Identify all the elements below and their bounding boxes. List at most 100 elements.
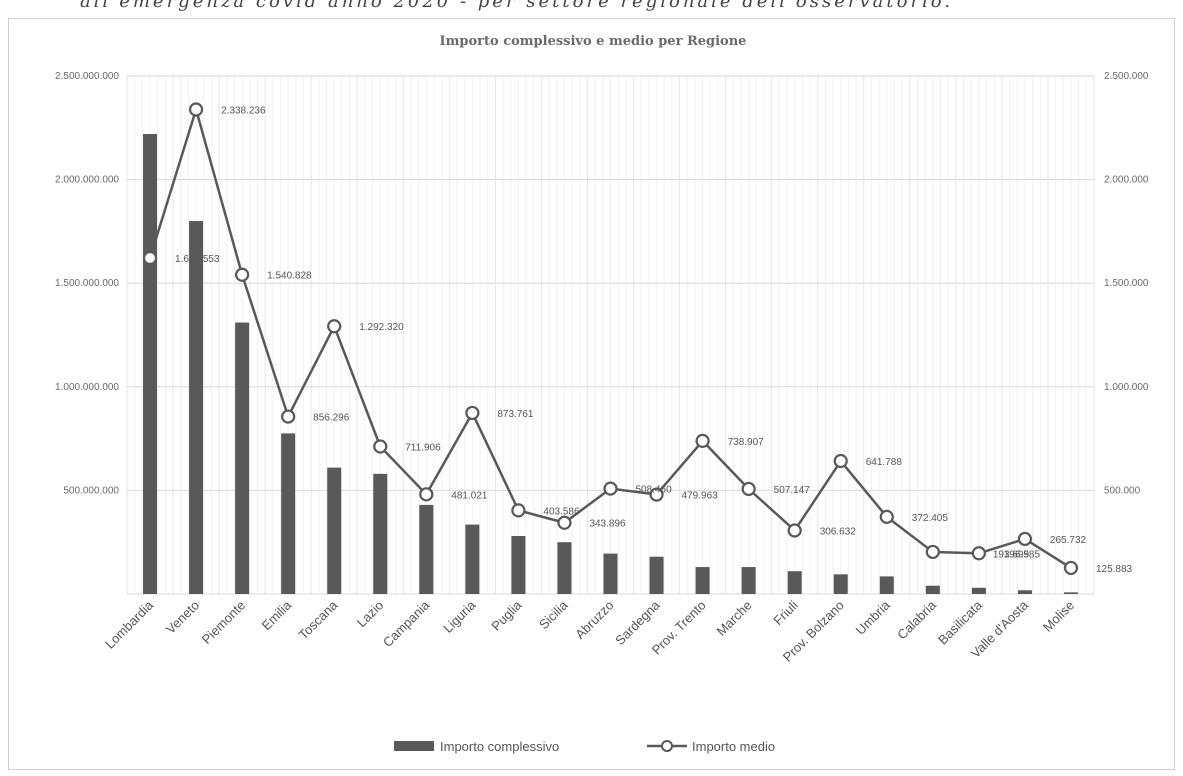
line-point xyxy=(925,544,940,560)
line-point xyxy=(1017,531,1033,547)
category-label: Calabria xyxy=(894,597,939,642)
line-point xyxy=(419,487,434,502)
right-axis-tick-label: 2.500.000 xyxy=(1104,71,1149,82)
line-point xyxy=(465,405,480,421)
bar xyxy=(833,574,848,594)
bar xyxy=(419,504,434,594)
legend-label-importo-medio: Importo medio xyxy=(692,739,775,754)
bar xyxy=(1017,590,1032,594)
data-label: 343.896 xyxy=(589,519,626,530)
data-label: 2.338.236 xyxy=(221,106,266,117)
chart-frame: Importo complessivo e medio per Regione … xyxy=(8,18,1175,770)
category-label: Veneto xyxy=(163,598,202,637)
data-label: 508.460 xyxy=(636,485,673,496)
bar xyxy=(1063,592,1078,594)
bar xyxy=(235,322,250,594)
data-label: 873.761 xyxy=(497,409,534,420)
bar xyxy=(373,473,388,594)
data-label: 372.405 xyxy=(912,513,949,524)
bar xyxy=(649,556,664,594)
line-point xyxy=(281,409,296,424)
data-label: 711.906 xyxy=(405,442,441,453)
data-label: 641.788 xyxy=(866,457,903,468)
bar xyxy=(143,134,158,594)
data-label: 196.585 xyxy=(1004,549,1041,560)
data-label: 1.621.553 xyxy=(175,254,220,265)
category-label: Lazio xyxy=(354,598,387,631)
category-label: Marche xyxy=(713,598,754,639)
bar xyxy=(465,524,480,594)
bar xyxy=(971,587,986,594)
bar xyxy=(327,467,342,594)
chart-title: Importo complessivo e medio per Regione xyxy=(440,34,747,49)
category-label: Emilia xyxy=(259,597,295,633)
line-point xyxy=(787,523,802,538)
legend-marker xyxy=(661,740,673,752)
category-label: Sicilia xyxy=(536,597,571,632)
line-point xyxy=(1063,560,1079,576)
line-point xyxy=(603,481,618,496)
right-axis-tick-label: 1.500.000 xyxy=(1104,278,1149,289)
grid xyxy=(126,75,1095,595)
line-point xyxy=(511,503,526,518)
line-point xyxy=(833,453,848,469)
bar xyxy=(281,433,296,594)
line-point xyxy=(879,509,894,524)
line-point xyxy=(327,319,342,334)
data-label: 193.699 xyxy=(993,549,1030,560)
category-label: Lombardia xyxy=(102,597,157,652)
line-point xyxy=(373,439,388,454)
legend: Importo complessivo Importo medio xyxy=(394,739,775,754)
category-label: Abruzzo xyxy=(572,598,616,642)
bar xyxy=(557,542,572,594)
bar xyxy=(603,553,618,594)
right-axis-tick-label: 500.000 xyxy=(1104,485,1141,496)
bar xyxy=(879,576,894,594)
line-point xyxy=(649,487,664,502)
category-label: Molise xyxy=(1040,598,1077,635)
line-point xyxy=(695,433,710,448)
bar xyxy=(511,535,526,594)
data-label: 507.147 xyxy=(774,485,811,496)
clipped-caption-strip: all'emergenza covid anno 2020 - per sett… xyxy=(0,0,1183,14)
data-label: 738.907 xyxy=(728,437,765,448)
line-point xyxy=(971,546,986,561)
line-point xyxy=(188,102,204,117)
data-label: 265.732 xyxy=(1050,535,1087,546)
clipped-caption-text: all'emergenza covid anno 2020 - per sett… xyxy=(80,0,954,12)
left-axis-tick-label: 1.500.000.000 xyxy=(55,278,119,289)
data-label: 479.963 xyxy=(682,491,719,502)
bar xyxy=(189,221,204,595)
data-label: 403.586 xyxy=(543,506,580,517)
left-axis-tick-label: 2.000.000.000 xyxy=(55,175,119,186)
legend-label-importo-complessivo: Importo complessivo xyxy=(440,739,559,754)
left-axis-tick-label: 1.000.000.000 xyxy=(55,382,119,393)
data-label: 481.021 xyxy=(451,490,488,501)
data-label: 856.296 xyxy=(313,413,350,424)
bar xyxy=(741,567,756,594)
category-label: Puglia xyxy=(488,597,525,634)
data-label: 1.292.320 xyxy=(359,322,404,333)
combo-chart: Importo complessivo e medio per Regione … xyxy=(55,34,1149,754)
category-label: Campania xyxy=(380,597,433,650)
category-label: Friuli xyxy=(770,597,801,628)
data-label: 1.540.828 xyxy=(267,271,312,282)
category-label: Piemonte xyxy=(199,598,248,647)
line-point xyxy=(557,515,572,530)
data-label: 125.883 xyxy=(1096,564,1133,575)
left-axis-tick-label: 2.500.000.000 xyxy=(55,71,119,82)
line-point xyxy=(741,481,756,497)
right-axis-tick-label: 2.000.000 xyxy=(1104,175,1149,186)
category-label: Toscana xyxy=(295,597,340,642)
bar xyxy=(925,585,940,594)
line-series-importo-medio xyxy=(142,102,1079,576)
bar xyxy=(787,571,802,594)
category-label: Liguria xyxy=(440,597,479,636)
right-axis-tick-label: 1.000.000 xyxy=(1104,382,1149,393)
left-axis-tick-label: 500.000.000 xyxy=(63,485,119,496)
data-label: 306.632 xyxy=(820,526,857,537)
legend-bar-swatch xyxy=(394,741,434,751)
bar xyxy=(695,567,710,594)
line-point xyxy=(142,250,158,266)
category-label: Umbria xyxy=(853,597,894,638)
